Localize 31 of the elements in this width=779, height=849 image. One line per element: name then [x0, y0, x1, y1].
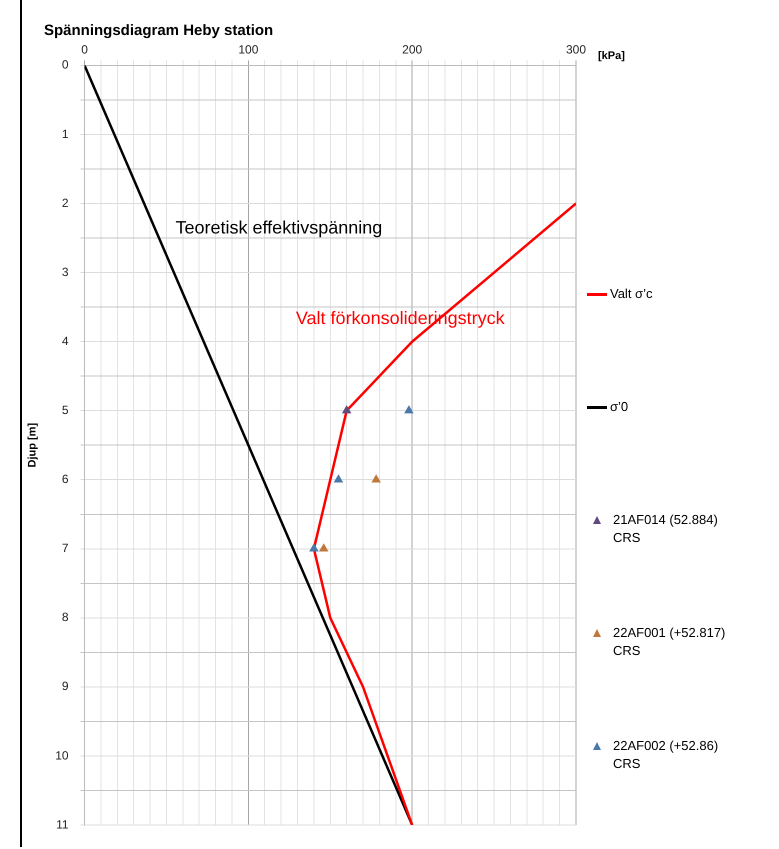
y-tick-label: 9	[62, 679, 69, 694]
y-tick-label: 5	[62, 402, 69, 417]
chart-title: Spänningsdiagram Heby station	[44, 22, 274, 39]
y-axis-title: Djup [m]	[26, 422, 39, 468]
point	[318, 543, 328, 552]
y-tick-label: 0	[62, 58, 69, 72]
point	[371, 474, 381, 482]
y-tick-label: 6	[62, 472, 69, 486]
x-tick-label: 300	[566, 42, 586, 57]
x-tick-label: 200	[402, 42, 423, 57]
legend-label: 21AF014 (52.884) CRS	[613, 511, 719, 547]
legend-label: σ’0	[610, 398, 630, 416]
legend-label: 22AF002 (+52.86) CRS	[613, 737, 720, 773]
x-axis-title: [kPa]	[598, 50, 625, 62]
y-tick-label: 8	[62, 610, 69, 624]
y-tick-label: 3	[62, 264, 69, 279]
point	[404, 405, 414, 414]
point	[309, 543, 319, 552]
x-tick-label: 100	[238, 42, 259, 57]
y-tick-label: 11	[56, 817, 69, 832]
x-tick-label: 0	[81, 42, 88, 57]
y-tick-label: 10	[55, 748, 69, 762]
legend-label: 22AF001 (+52.817) CRS	[613, 624, 726, 660]
y-tick-label: 2	[62, 196, 69, 210]
y-tick-label: 7	[62, 541, 69, 556]
point	[342, 405, 352, 414]
point	[334, 474, 344, 482]
y-tick-label: 1	[62, 126, 69, 141]
y-tick-label: 4	[62, 334, 69, 348]
annotation: Teoretisk effektivspänning	[175, 218, 382, 238]
legend-label: Valt σ’c	[610, 285, 654, 303]
